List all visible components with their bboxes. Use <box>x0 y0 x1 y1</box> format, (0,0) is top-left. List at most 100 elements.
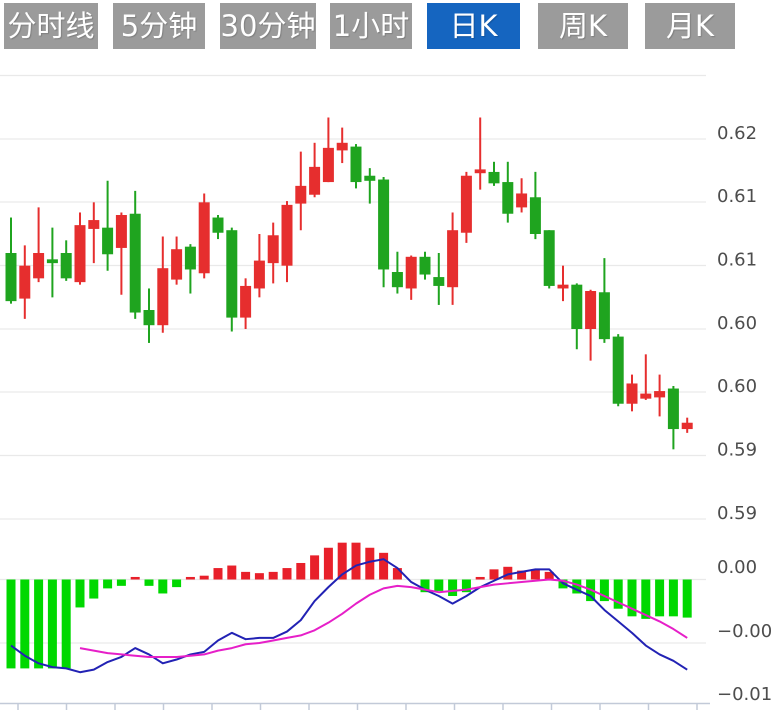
macd-histogram-bar <box>668 579 678 617</box>
y-axis-label: −0.00 <box>717 621 772 642</box>
candle-body <box>571 284 583 329</box>
candle-body <box>129 213 141 313</box>
macd-histogram-bar <box>323 547 333 580</box>
candle-body <box>667 388 679 430</box>
candle-body <box>198 202 210 274</box>
macd-histogram-bar <box>282 568 292 580</box>
macd-histogram-bar <box>379 552 389 580</box>
macd-histogram-bar <box>254 573 264 580</box>
macd-histogram-bar <box>682 579 692 618</box>
macd-histogram-bar <box>158 579 168 594</box>
macd-histogram-bar <box>599 579 609 602</box>
macd-histogram-bar <box>199 575 209 580</box>
candle-body <box>502 182 514 214</box>
tab-30min[interactable]: 30分钟 <box>220 3 316 49</box>
candle-body <box>626 383 638 404</box>
macd-histogram-bar <box>434 579 444 591</box>
candle-body <box>405 256 417 289</box>
macd-histogram-bar <box>641 579 651 619</box>
y-axis-label: 0.60 <box>717 376 757 397</box>
y-axis-label: 0.60 <box>717 313 757 334</box>
candle-body <box>253 260 265 289</box>
candle-body <box>102 227 114 255</box>
macd-histogram-bar <box>448 579 458 597</box>
macd-histogram-bar <box>144 579 154 586</box>
tab-weekly-k[interactable]: 周K <box>538 3 628 49</box>
candle-body <box>33 253 45 279</box>
y-axis-label: 0.61 <box>717 250 757 271</box>
y-axis-label: 0.00 <box>717 557 757 578</box>
candle-body <box>474 169 486 174</box>
macd-histogram-bar <box>75 579 85 608</box>
macd-histogram-bar <box>613 579 623 609</box>
candle-body <box>460 175 472 233</box>
macd-histogram-bar <box>337 542 347 580</box>
candle-body <box>419 256 431 275</box>
y-axis-label: 0.61 <box>717 186 757 207</box>
candle-body <box>488 171 500 184</box>
macd-histogram-bar <box>489 569 499 580</box>
y-axis-label: 0.59 <box>717 440 757 461</box>
candle-body <box>640 393 652 399</box>
macd-histogram-bar <box>420 579 430 593</box>
tab-1hour[interactable]: 1小时 <box>330 3 412 49</box>
candle-body <box>19 265 31 299</box>
macd-histogram-bar <box>227 565 237 580</box>
tab-monthly-k[interactable]: 月K <box>645 3 735 49</box>
macd-histogram-bar <box>392 568 402 580</box>
y-axis-label: 0.62 <box>717 123 757 144</box>
candle-body <box>226 230 238 318</box>
candle-body <box>212 217 224 233</box>
macd-histogram-bar <box>268 571 278 580</box>
candle-body <box>60 253 72 279</box>
candle-body <box>309 166 321 195</box>
candle-body <box>598 292 610 340</box>
macd-histogram-bar <box>185 576 195 580</box>
candle-body <box>184 246 196 270</box>
macd-histogram-bar <box>351 542 361 580</box>
macd-histogram-bar <box>103 579 113 589</box>
dif-line <box>10 558 688 674</box>
macd-histogram-bar <box>47 579 57 669</box>
period-tabbar: 分时线 5分钟 30分钟 1小时 日K 周K 月K <box>0 0 772 52</box>
candle-body <box>157 268 169 326</box>
macd-histogram-bar <box>34 579 44 669</box>
tab-daily-k[interactable]: 日K <box>427 3 520 49</box>
candle-body <box>336 142 348 151</box>
candle-body <box>447 230 459 288</box>
candle-body <box>557 284 569 289</box>
candle-body <box>585 291 597 329</box>
candle-body <box>433 277 445 286</box>
macd-histogram-bar <box>89 579 99 599</box>
tab-5min[interactable]: 5分钟 <box>113 3 205 49</box>
candle-body <box>364 175 376 181</box>
candle-body <box>171 249 183 280</box>
macd-histogram-bar <box>116 579 126 586</box>
macd-histogram-bar <box>61 579 71 669</box>
macd-histogram-bar <box>365 547 375 580</box>
tab-minute-line[interactable]: 分时线 <box>4 3 98 49</box>
candle-body <box>681 422 693 430</box>
macd-histogram-bar <box>627 579 637 617</box>
candle-body <box>391 272 403 288</box>
macd-histogram-bar <box>461 579 471 593</box>
macd-histogram-bar <box>517 570 527 580</box>
dea-line <box>79 578 688 658</box>
y-axis-label: 0.59 <box>717 503 757 524</box>
macd-histogram-bar <box>544 571 554 580</box>
y-axis-label: −0.01 <box>717 684 772 705</box>
candle-body <box>378 179 390 270</box>
candle-body <box>322 147 334 183</box>
candle-body <box>281 204 293 266</box>
macd-histogram-bar <box>20 579 30 669</box>
candle-body <box>5 253 17 302</box>
candle-body <box>115 215 127 248</box>
candle-body <box>612 336 624 404</box>
macd-histogram-bar <box>503 566 513 580</box>
candle-body <box>350 146 362 183</box>
macd-histogram-bar <box>296 562 306 580</box>
macd-histogram-bar <box>241 571 251 580</box>
candle-body <box>143 310 155 326</box>
